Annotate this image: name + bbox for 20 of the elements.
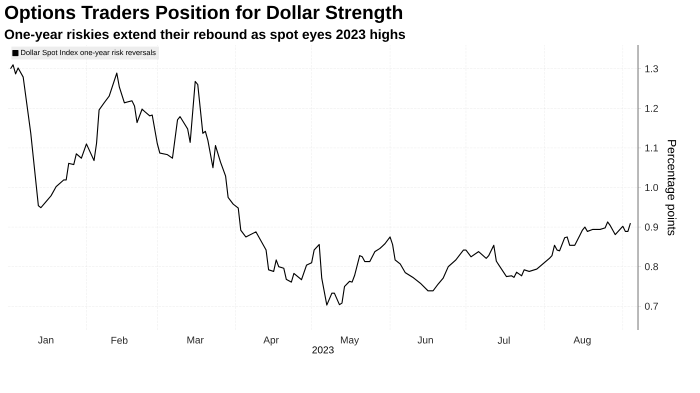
line-series: [10, 64, 631, 306]
x-tick-label: Aug: [573, 336, 591, 346]
y-tick-label: 0.8: [644, 263, 658, 270]
chart-title: Options Traders Position for Dollar Strength: [4, 5, 402, 23]
y-tick-label: 1.1: [645, 144, 658, 152]
x-tick-label: May: [340, 336, 360, 346]
x-axis-title: 2023: [312, 346, 334, 354]
y-axis-title: Percentage points: [665, 140, 676, 236]
y-tick-label: 1.0: [645, 184, 658, 192]
x-tick-label: Jul: [498, 336, 510, 344]
y-tick-label: 1.2: [645, 104, 658, 112]
x-tick-label: Apr: [263, 336, 279, 346]
y-tick-label: 0.9: [644, 224, 658, 231]
y-tick-label: 0.7: [644, 302, 658, 310]
x-tick-label: Jan: [38, 336, 54, 344]
y-tick-label: 1.3: [645, 65, 658, 72]
chart-subtitle: One-year riskies extend their rebound as spot eyes 2023 highs: [4, 29, 406, 42]
x-tick-label: Feb: [112, 336, 128, 344]
x-tick-label: Mar: [187, 336, 204, 344]
x-tick-label: Jun: [418, 336, 433, 344]
